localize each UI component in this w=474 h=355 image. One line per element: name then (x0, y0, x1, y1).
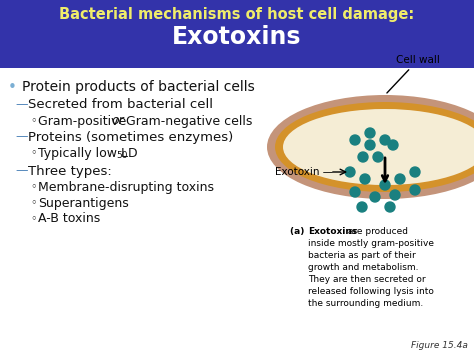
Text: —: — (15, 98, 27, 111)
Text: Secreted from bacterial cell: Secreted from bacterial cell (28, 98, 213, 111)
Circle shape (345, 167, 355, 177)
Circle shape (385, 202, 395, 212)
Circle shape (358, 152, 368, 162)
Bar (0, 0, 474, 68)
Text: —: — (15, 131, 27, 143)
Circle shape (410, 167, 420, 177)
Circle shape (388, 140, 398, 150)
Text: Bacterial mechanisms of host cell damage:: Bacterial mechanisms of host cell damage… (59, 7, 415, 22)
Text: ◦: ◦ (30, 198, 36, 208)
Ellipse shape (275, 102, 474, 192)
Text: bacteria as part of their: bacteria as part of their (308, 251, 416, 260)
Text: Gram-positive: Gram-positive (38, 115, 130, 127)
Text: Exotoxin —: Exotoxin — (275, 167, 333, 177)
Text: They are then secreted or: They are then secreted or (308, 275, 426, 284)
Circle shape (395, 174, 405, 184)
Ellipse shape (267, 95, 474, 199)
Text: Exotoxins: Exotoxins (308, 227, 357, 236)
Text: Cell wall: Cell wall (387, 55, 440, 93)
Circle shape (365, 128, 375, 138)
Circle shape (357, 202, 367, 212)
Text: ◦: ◦ (30, 182, 36, 192)
Text: ◦: ◦ (30, 214, 36, 224)
Circle shape (370, 192, 380, 202)
Circle shape (373, 152, 383, 162)
Circle shape (390, 190, 400, 200)
Text: or: or (111, 115, 124, 127)
Text: the surrounding medium.: the surrounding medium. (308, 299, 423, 308)
Text: Figure 15.4a: Figure 15.4a (411, 341, 468, 350)
Text: inside mostly gram-positive: inside mostly gram-positive (308, 239, 434, 248)
Circle shape (350, 187, 360, 197)
Ellipse shape (283, 109, 474, 185)
Circle shape (410, 185, 420, 195)
Text: Protein products of bacterial cells: Protein products of bacterial cells (22, 80, 255, 94)
Circle shape (380, 180, 390, 190)
Text: are produced: are produced (345, 227, 408, 236)
Text: Exotoxins: Exotoxins (172, 25, 302, 49)
Text: A-B toxins: A-B toxins (38, 213, 100, 225)
Text: ◦: ◦ (30, 148, 36, 158)
Circle shape (365, 140, 375, 150)
Text: Gram-negative cells: Gram-negative cells (122, 115, 252, 127)
Text: —: — (15, 164, 27, 178)
Circle shape (350, 135, 360, 145)
Text: Three types:: Three types: (28, 164, 112, 178)
Text: ◦: ◦ (30, 116, 36, 126)
Text: Typically low LD: Typically low LD (38, 147, 137, 159)
Circle shape (360, 174, 370, 184)
Text: (a): (a) (290, 227, 308, 236)
Text: growth and metabolism.: growth and metabolism. (308, 263, 419, 272)
Text: Superantigens: Superantigens (38, 197, 129, 209)
Text: released following lysis into: released following lysis into (308, 287, 434, 296)
Circle shape (380, 135, 390, 145)
Text: Proteins (sometimes enzymes): Proteins (sometimes enzymes) (28, 131, 233, 143)
Text: •: • (8, 80, 17, 94)
Text: Membrane-disrupting toxins: Membrane-disrupting toxins (38, 180, 214, 193)
Text: 50: 50 (116, 152, 128, 160)
